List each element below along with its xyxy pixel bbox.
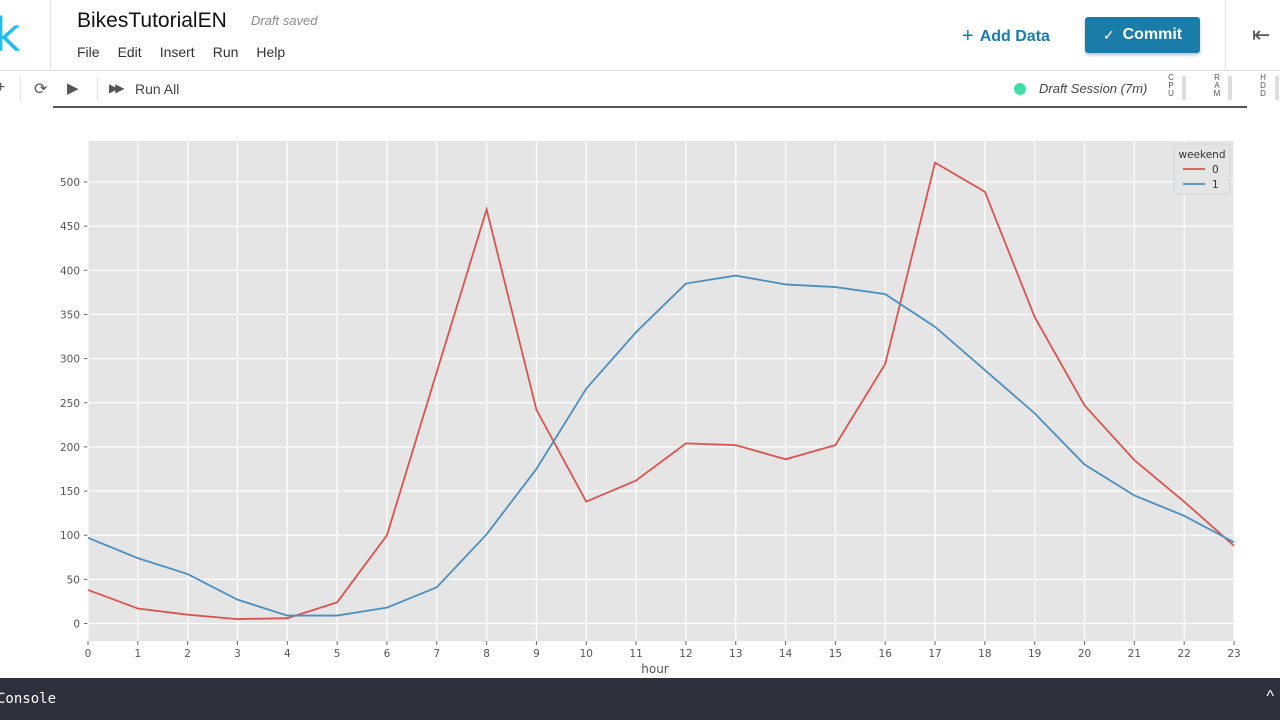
- save-status: Draft saved: [251, 13, 318, 28]
- x-tick-label: 5: [334, 648, 341, 660]
- menu-bar: File Edit Insert Run Help: [77, 44, 303, 60]
- add-data-button[interactable]: + Add Data: [962, 24, 1050, 47]
- notebook-title[interactable]: BikesTutorialEN: [77, 9, 227, 32]
- chevron-up-icon[interactable]: ^: [1266, 688, 1274, 705]
- menu-run[interactable]: Run: [212, 44, 239, 60]
- run-all-button[interactable]: Run All: [135, 81, 180, 97]
- x-tick-label: 13: [729, 648, 742, 660]
- y-tick-label: 50: [67, 574, 80, 586]
- plus-icon: +: [962, 25, 974, 47]
- x-tick-label: 0: [85, 648, 92, 660]
- y-tick-label: 450: [60, 221, 80, 233]
- collapse-panel-icon[interactable]: ⇤: [1252, 22, 1271, 47]
- menu-edit[interactable]: Edit: [117, 44, 142, 60]
- x-tick-label: 8: [483, 648, 490, 660]
- series-line-1: [87, 274, 1235, 617]
- series-line-0: [87, 161, 1235, 620]
- y-tick-label: 0: [73, 619, 80, 631]
- run-all-icon[interactable]: ▶▶: [109, 81, 125, 95]
- legend-entry: 1: [1212, 179, 1219, 191]
- x-tick-label: 12: [679, 648, 692, 660]
- x-tick-label: 14: [779, 648, 793, 660]
- cpu-meter: [1182, 76, 1186, 100]
- app-header: k BikesTutorialEN Draft saved File Edit …: [0, 0, 1280, 71]
- x-tick-label: 2: [184, 648, 191, 660]
- y-tick-label: 500: [60, 177, 80, 189]
- divider: [1225, 0, 1226, 71]
- session-status-icon: [1014, 83, 1026, 95]
- commit-label: Commit: [1122, 26, 1183, 43]
- console-bar[interactable]: Console ^: [0, 678, 1280, 720]
- commit-button[interactable]: ✓ Commit: [1085, 17, 1200, 53]
- legend-entry: 0: [1212, 164, 1219, 176]
- kaggle-logo[interactable]: k: [0, 0, 51, 71]
- y-tick-label: 350: [60, 309, 80, 321]
- x-tick-label: 19: [1028, 648, 1041, 660]
- x-tick-label: 4: [284, 648, 291, 660]
- x-tick-label: 7: [433, 648, 440, 660]
- y-tick-label: 300: [60, 354, 80, 366]
- x-axis-label: hour: [641, 662, 669, 676]
- legend-title: weekend: [1179, 149, 1226, 161]
- divider: [20, 77, 21, 101]
- hdd-meter: [1275, 76, 1279, 100]
- x-tick-label: 20: [1078, 648, 1091, 660]
- plot-area: [88, 141, 1234, 641]
- y-tick-label: 200: [60, 442, 80, 454]
- run-cell-icon[interactable]: ▶: [67, 80, 79, 97]
- add-data-label: Add Data: [979, 28, 1050, 45]
- logo-letter: k: [0, 8, 21, 62]
- x-tick-label: 21: [1128, 648, 1141, 660]
- x-tick-label: 22: [1177, 648, 1190, 660]
- x-tick-label: 1: [134, 648, 141, 660]
- notebook-toolbar: + ⟳ ▶ ▶▶ Run All: [0, 71, 1280, 107]
- y-tick-label: 100: [60, 530, 80, 542]
- ram-meter: [1228, 76, 1232, 100]
- menu-insert[interactable]: Insert: [159, 44, 195, 60]
- menu-file[interactable]: File: [77, 44, 100, 60]
- x-tick-label: 18: [978, 648, 991, 660]
- restart-icon[interactable]: ⟳: [34, 81, 48, 98]
- y-tick-label: 250: [60, 398, 80, 410]
- y-tick-label: 400: [60, 265, 80, 277]
- x-tick-label: 10: [580, 648, 593, 660]
- console-label: Console: [0, 691, 57, 707]
- x-tick-label: 23: [1227, 648, 1240, 660]
- x-tick-label: 3: [234, 648, 241, 660]
- x-tick-label: 9: [533, 648, 540, 660]
- check-icon: ✓: [1102, 26, 1115, 43]
- x-tick-label: 16: [879, 648, 893, 660]
- x-tick-label: 15: [829, 648, 842, 660]
- session-label[interactable]: Draft Session (7m): [1039, 81, 1148, 96]
- menu-help[interactable]: Help: [256, 44, 286, 60]
- y-tick-label: 150: [60, 486, 80, 498]
- line-chart: 0 50 100 150 200 250 300 350 400 450 500 0 1 2 3 4 5 6 7 8 9…: [0, 108, 1280, 678]
- x-tick-label: 6: [384, 648, 391, 660]
- cell-border: [53, 106, 1247, 108]
- add-cell-icon[interactable]: +: [0, 79, 6, 96]
- divider: [97, 77, 98, 101]
- x-tick-label: 11: [629, 648, 642, 660]
- x-tick-label: 17: [928, 648, 941, 660]
